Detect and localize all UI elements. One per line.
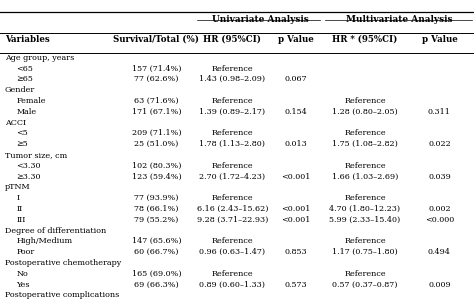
Text: 0.96 (0.63–1.47): 0.96 (0.63–1.47) xyxy=(199,248,265,256)
Text: Reference: Reference xyxy=(211,129,253,137)
Text: Postoperative chemotherapy: Postoperative chemotherapy xyxy=(5,259,121,267)
Text: I: I xyxy=(17,194,20,202)
Text: 0.57 (0.37–0.87): 0.57 (0.37–0.87) xyxy=(332,280,398,289)
Text: <3.30: <3.30 xyxy=(17,162,41,170)
Text: 157 (71.4%): 157 (71.4%) xyxy=(132,64,181,73)
Text: Reference: Reference xyxy=(344,194,386,202)
Text: Reference: Reference xyxy=(344,237,386,245)
Text: Reference: Reference xyxy=(211,237,253,245)
Text: Yes: Yes xyxy=(17,280,30,289)
Text: Reference: Reference xyxy=(211,162,253,170)
Text: Female: Female xyxy=(17,97,46,105)
Text: Tumor size, cm: Tumor size, cm xyxy=(5,151,67,159)
Text: Variables: Variables xyxy=(5,34,49,43)
Text: 1.28 (0.80–2.05): 1.28 (0.80–2.05) xyxy=(332,108,398,116)
Text: Reference: Reference xyxy=(344,97,386,105)
Text: III: III xyxy=(17,216,26,224)
Text: 165 (69.0%): 165 (69.0%) xyxy=(132,270,181,278)
Text: HR * (95%CI): HR * (95%CI) xyxy=(332,34,398,43)
Text: ACCI: ACCI xyxy=(5,118,26,127)
Text: <0.001: <0.001 xyxy=(282,205,311,213)
Text: 77 (62.6%): 77 (62.6%) xyxy=(134,75,179,83)
Text: 1.78 (1.13–2.80): 1.78 (1.13–2.80) xyxy=(199,140,265,148)
Text: Postoperative complications: Postoperative complications xyxy=(5,291,119,299)
Text: 4.70 (1.80–12.23): 4.70 (1.80–12.23) xyxy=(329,205,401,213)
Text: <0.000: <0.000 xyxy=(425,216,454,224)
Text: 1.66 (1.03–2.69): 1.66 (1.03–2.69) xyxy=(332,172,398,181)
Text: p Value: p Value xyxy=(278,34,314,43)
Text: Reference: Reference xyxy=(344,129,386,137)
Text: Poor: Poor xyxy=(17,248,35,256)
Text: 209 (71.1%): 209 (71.1%) xyxy=(132,129,181,137)
Text: 5.99 (2.33–15.40): 5.99 (2.33–15.40) xyxy=(329,216,401,224)
Text: 0.154: 0.154 xyxy=(285,108,308,116)
Text: 63 (71.6%): 63 (71.6%) xyxy=(134,97,179,105)
Text: 0.311: 0.311 xyxy=(428,108,451,116)
Text: 0.013: 0.013 xyxy=(285,140,308,148)
Text: 77 (93.9%): 77 (93.9%) xyxy=(134,194,179,202)
Text: <65: <65 xyxy=(17,64,34,73)
Text: ≥3.30: ≥3.30 xyxy=(17,172,41,181)
Text: Age group, years: Age group, years xyxy=(5,54,74,62)
Text: Reference: Reference xyxy=(211,194,253,202)
Text: Gender: Gender xyxy=(5,86,35,94)
Text: HR (95%CI): HR (95%CI) xyxy=(203,34,261,43)
Text: 69 (66.3%): 69 (66.3%) xyxy=(134,280,179,289)
Text: 0.039: 0.039 xyxy=(428,172,451,181)
Text: Reference: Reference xyxy=(344,270,386,278)
Text: Reference: Reference xyxy=(211,97,253,105)
Text: II: II xyxy=(17,205,23,213)
Text: Univariate Analysis: Univariate Analysis xyxy=(212,15,309,24)
Text: Survival/Total (%): Survival/Total (%) xyxy=(113,34,200,43)
Text: 9.28 (3.71–22.93): 9.28 (3.71–22.93) xyxy=(197,216,268,224)
Text: Reference: Reference xyxy=(211,64,253,73)
Text: 1.39 (0.89–2.17): 1.39 (0.89–2.17) xyxy=(199,108,265,116)
Text: 0.853: 0.853 xyxy=(285,248,308,256)
Text: 147 (65.6%): 147 (65.6%) xyxy=(132,237,181,245)
Text: Reference: Reference xyxy=(211,270,253,278)
Text: 0.494: 0.494 xyxy=(428,248,451,256)
Text: 25 (51.0%): 25 (51.0%) xyxy=(134,140,179,148)
Text: 0.009: 0.009 xyxy=(428,280,451,289)
Text: ≥65: ≥65 xyxy=(17,75,34,83)
Text: 6.16 (2.43–15.62): 6.16 (2.43–15.62) xyxy=(197,205,268,213)
Text: ≥5: ≥5 xyxy=(17,140,28,148)
Text: p Value: p Value xyxy=(421,34,457,43)
Text: High/Medium: High/Medium xyxy=(17,237,73,245)
Text: <0.001: <0.001 xyxy=(282,172,311,181)
Text: 78 (66.1%): 78 (66.1%) xyxy=(134,205,179,213)
Text: 171 (67.1%): 171 (67.1%) xyxy=(132,108,181,116)
Text: 102 (80.3%): 102 (80.3%) xyxy=(132,162,181,170)
Text: 2.70 (1.72–4.23): 2.70 (1.72–4.23) xyxy=(199,172,265,181)
Text: Reference: Reference xyxy=(344,162,386,170)
Text: 60 (66.7%): 60 (66.7%) xyxy=(134,248,179,256)
Text: No: No xyxy=(17,270,28,278)
Text: 79 (55.2%): 79 (55.2%) xyxy=(134,216,179,224)
Text: <0.001: <0.001 xyxy=(282,216,311,224)
Text: 0.89 (0.60–1.33): 0.89 (0.60–1.33) xyxy=(199,280,265,289)
Text: Male: Male xyxy=(17,108,36,116)
Text: Multivariate Analysis: Multivariate Analysis xyxy=(346,15,453,24)
Text: 1.17 (0.75–1.80): 1.17 (0.75–1.80) xyxy=(332,248,398,256)
Text: 0.022: 0.022 xyxy=(428,140,451,148)
Text: 0.002: 0.002 xyxy=(428,205,451,213)
Text: Degree of differentiation: Degree of differentiation xyxy=(5,226,106,235)
Text: <5: <5 xyxy=(17,129,28,137)
Text: 123 (59.4%): 123 (59.4%) xyxy=(132,172,181,181)
Text: 0.067: 0.067 xyxy=(285,75,308,83)
Text: 0.573: 0.573 xyxy=(285,280,308,289)
Text: 1.43 (0.98–2.09): 1.43 (0.98–2.09) xyxy=(199,75,265,83)
Text: pTNM: pTNM xyxy=(5,183,30,191)
Text: 1.75 (1.08–2.82): 1.75 (1.08–2.82) xyxy=(332,140,398,148)
